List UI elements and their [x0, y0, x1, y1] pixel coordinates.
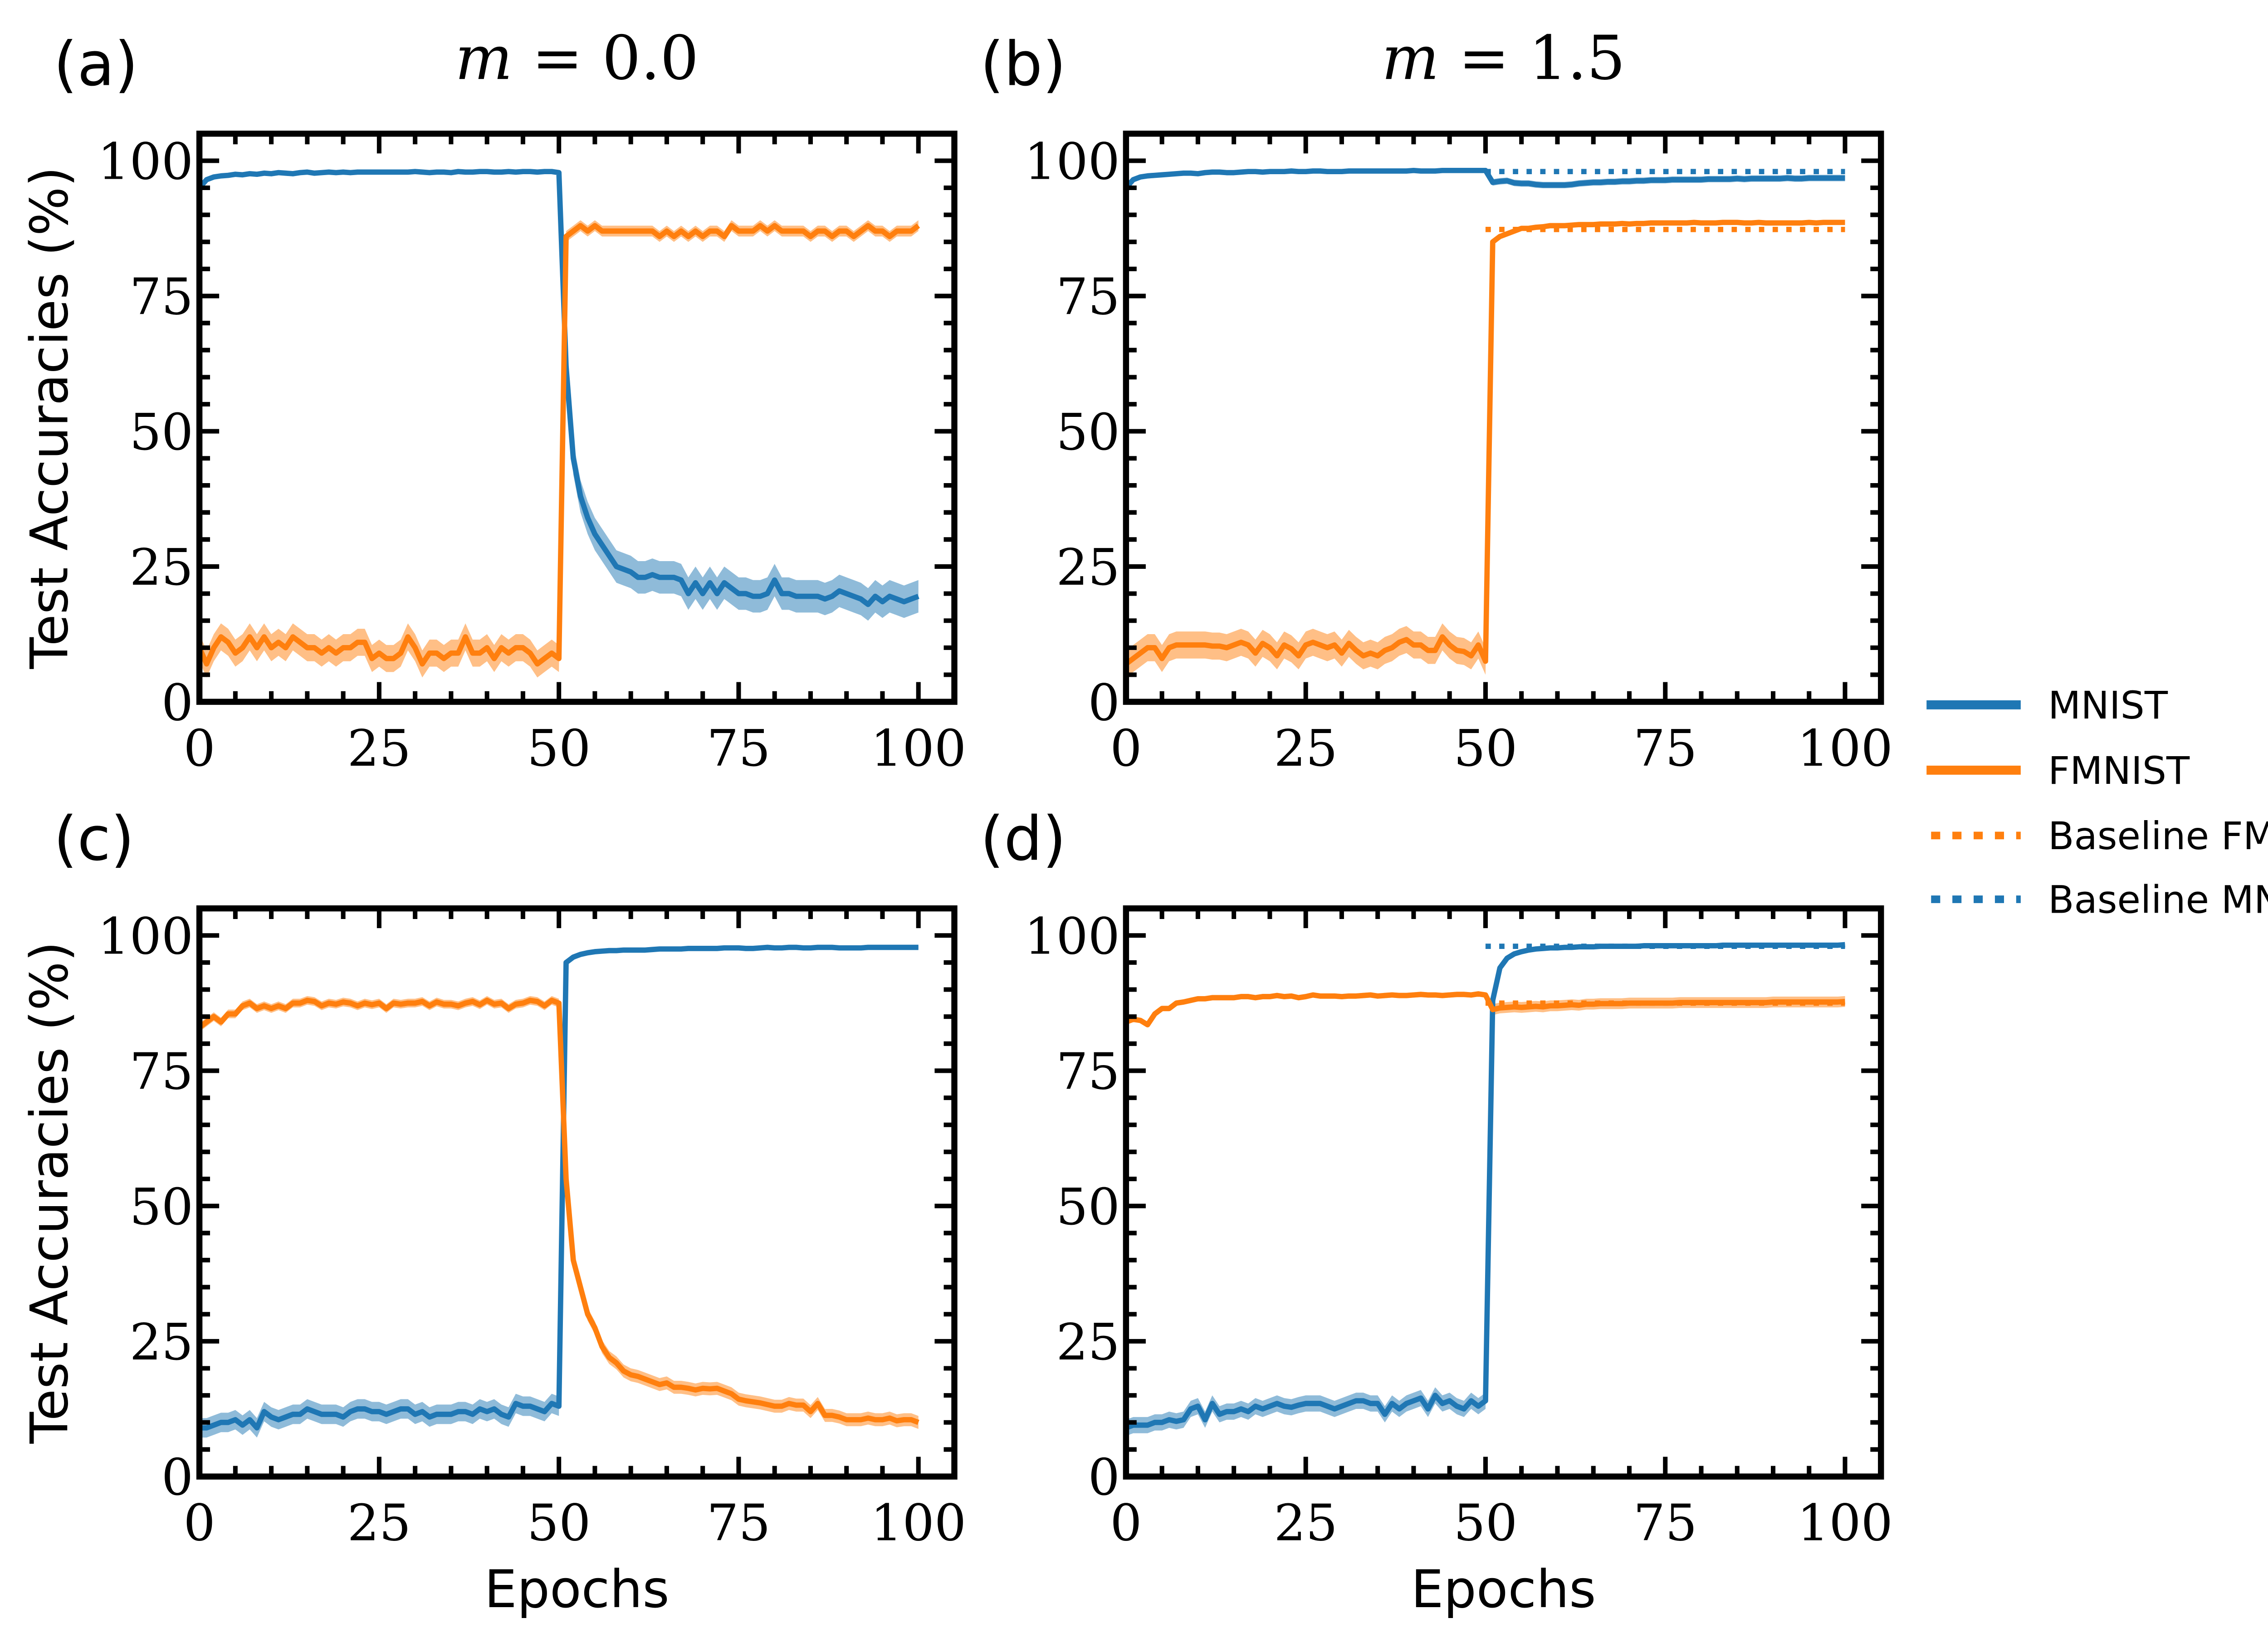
- panel-title: m = 1.5: [1382, 23, 1625, 93]
- y-axis-label: Test Accuracies (%): [19, 941, 79, 1444]
- x-tick-label: 25: [347, 719, 411, 778]
- axes-frame: [196, 131, 958, 705]
- series-line-fmnist: [198, 997, 919, 1425]
- legend: MNIST FMNIST Baseline FMNIST Baseline MNIST: [1926, 683, 2268, 922]
- panel-label: (b): [980, 29, 1066, 100]
- x-tick-label: 25: [1274, 719, 1338, 778]
- series-line-mnist: [1124, 167, 1845, 190]
- y-tick-label: 25: [1056, 1313, 1120, 1372]
- x-tick-label: 50: [1454, 719, 1518, 778]
- y-tick-label: 0: [1088, 1448, 1120, 1507]
- x-tick-label: 75: [707, 719, 771, 778]
- panel-label: (d): [980, 803, 1066, 874]
- x-tick-label: 100: [1797, 1494, 1893, 1553]
- series-line-fmnist: [1124, 220, 1845, 666]
- y-tick-label: 25: [130, 1313, 194, 1372]
- x-axis-label: Epochs: [1411, 1559, 1596, 1619]
- y-tick-label: 100: [1024, 133, 1120, 191]
- x-tick-label: 25: [347, 1494, 411, 1553]
- y-tick-label: 50: [130, 1178, 194, 1237]
- std-band-fmnist: [1126, 220, 1845, 678]
- x-tick-label: 75: [1633, 1494, 1697, 1553]
- std-band-fmnist: [1126, 991, 1845, 1028]
- axes-frame: [1123, 905, 1884, 1480]
- y-tick-label: 50: [1056, 403, 1120, 462]
- x-tick-label: 0: [1110, 1494, 1142, 1553]
- x-tick-label: 50: [527, 1494, 591, 1553]
- x-tick-label: 50: [527, 719, 591, 778]
- series-line-fmnist: [197, 223, 920, 667]
- panel-label: (a): [54, 29, 138, 100]
- y-tick-label: 0: [161, 1448, 193, 1507]
- panels: 0 25 50 75 100 0 25 50 75 100 (a) m = 0.0 Test Accur…: [19, 23, 1893, 1619]
- panel-title-value: = 1.5: [1439, 23, 1625, 93]
- panel-title-variable: m: [1382, 23, 1439, 93]
- series-line-mnist: [1125, 942, 1845, 1431]
- panel-label: (c): [54, 803, 134, 874]
- panel-title-value: = 0.0: [513, 23, 699, 93]
- y-axis-label: Test Accuracies (%): [19, 166, 79, 669]
- axes-frame: [1123, 131, 1884, 705]
- x-tick-label: 50: [1454, 1494, 1518, 1553]
- legend-label: MNIST: [2048, 683, 2168, 728]
- legend-label: Baseline FMNIST: [2048, 814, 2268, 858]
- x-tick-label: 0: [183, 719, 215, 778]
- legend-item: Baseline FMNIST: [1931, 814, 2268, 858]
- panel-c: 0 25 50 75 100 0 25 50 75 100 (c) Test Accuracies (…: [19, 803, 966, 1619]
- y-tick-label: 25: [130, 538, 194, 597]
- legend-label: FMNIST: [2048, 748, 2190, 793]
- x-tick-label: 100: [1797, 719, 1893, 778]
- panel-b: 0 25 50 75 100 0 25 50 75 100 (b) m = 1.5: [980, 23, 1893, 778]
- y-tick-label: 50: [130, 403, 194, 462]
- panel-a: 0 25 50 75 100 0 25 50 75 100 (a) m = 0.0 Test Accur…: [19, 23, 966, 778]
- x-tick-label: 25: [1274, 1494, 1338, 1553]
- y-tick-label: 75: [130, 268, 194, 327]
- legend-item: Baseline MNIST: [1931, 878, 2268, 922]
- y-tick-label: 0: [1088, 674, 1120, 732]
- legend-item: FMNIST: [1926, 748, 2190, 793]
- y-tick-label: 75: [1056, 268, 1120, 327]
- x-tick-label: 75: [707, 1494, 771, 1553]
- y-tick-label: 25: [1056, 538, 1120, 597]
- series-line-mnist: [197, 169, 919, 607]
- panel-title-variable: m: [455, 23, 513, 93]
- legend-label: Baseline MNIST: [2048, 878, 2268, 922]
- y-tick-label: 75: [1056, 1043, 1120, 1101]
- axes-frame: [196, 905, 958, 1480]
- panel-title: m = 0.0: [455, 23, 699, 93]
- series-line-fmnist: [1125, 991, 1845, 1027]
- y-tick-label: 0: [161, 674, 193, 732]
- x-axis-label: Epochs: [484, 1559, 670, 1619]
- x-tick-label: 0: [183, 1494, 215, 1553]
- y-tick-label: 100: [98, 907, 193, 966]
- x-tick-label: 100: [870, 1494, 966, 1553]
- series-line-mnist: [199, 944, 919, 1431]
- x-tick-label: 100: [870, 719, 966, 778]
- y-tick-label: 50: [1056, 1178, 1120, 1237]
- y-tick-label: 75: [130, 1043, 194, 1101]
- legend-item: MNIST: [1926, 683, 2168, 728]
- x-tick-label: 75: [1633, 719, 1697, 778]
- y-tick-label: 100: [98, 133, 193, 191]
- x-tick-label: 0: [1110, 719, 1142, 778]
- panel-d: 0 25 50 75 100 0 25 50 75 100 (d) Epochs: [980, 803, 1893, 1619]
- y-tick-label: 100: [1024, 907, 1120, 966]
